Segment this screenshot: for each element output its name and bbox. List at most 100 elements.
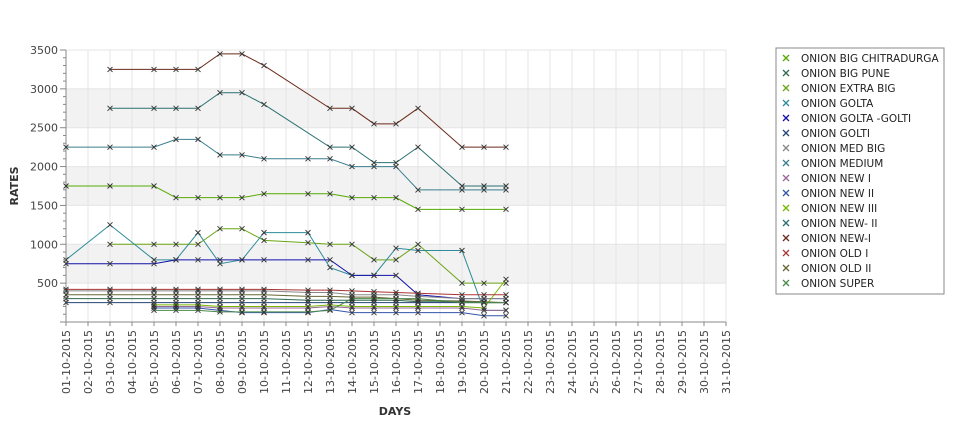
data-point-marker xyxy=(195,194,201,201)
legend-label: ONION NEW II xyxy=(801,188,874,200)
data-point-marker xyxy=(503,206,509,213)
data-point-marker xyxy=(327,307,333,314)
x-axis-title: DAYS xyxy=(379,405,412,418)
y-tick-label: 3000 xyxy=(30,83,58,96)
data-point-marker xyxy=(151,307,157,314)
data-point-marker xyxy=(63,299,69,306)
data-point-marker xyxy=(305,257,311,263)
data-point-marker xyxy=(393,159,399,166)
data-point-marker xyxy=(261,62,267,69)
data-point-marker xyxy=(63,183,69,189)
legend-marker xyxy=(782,174,790,182)
data-point-marker xyxy=(107,260,113,267)
legend-label: ONION BIG CHITRADURGA xyxy=(801,53,939,65)
legend-marker xyxy=(782,234,790,242)
data-point-marker xyxy=(393,295,399,302)
legend: ONION BIG CHITRADURGA ONION BIG PUNE ONION… xyxy=(775,47,945,295)
y-tick-label: 1500 xyxy=(30,199,58,212)
data-point-marker xyxy=(415,290,421,297)
legend-marker xyxy=(782,204,790,212)
x-tick-label: 25-10-2015 xyxy=(588,330,601,394)
x-tick-label: 13-10-2015 xyxy=(324,330,337,394)
data-point-marker xyxy=(503,144,509,150)
legend-marker xyxy=(782,114,790,122)
data-point-marker xyxy=(261,303,267,310)
data-point-marker xyxy=(481,305,487,311)
data-point-marker xyxy=(503,307,509,314)
data-point-marker xyxy=(195,257,201,263)
y-tick-label: 1000 xyxy=(30,238,58,251)
data-point-marker xyxy=(107,241,113,248)
data-point-marker xyxy=(151,260,157,267)
data-point-marker xyxy=(107,105,113,112)
legend-label: ONION GOLTI xyxy=(801,128,870,140)
x-tick-label: 06-10-2015 xyxy=(170,330,183,394)
data-point-marker xyxy=(371,288,377,295)
series-group xyxy=(107,89,509,189)
data-point-marker xyxy=(195,291,201,298)
data-point-marker xyxy=(261,237,267,244)
x-tick-label: 19-10-2015 xyxy=(456,330,469,394)
data-point-marker xyxy=(217,194,223,201)
data-point-marker xyxy=(217,257,223,263)
data-point-marker xyxy=(107,66,113,73)
data-point-marker xyxy=(459,299,465,306)
data-point-marker xyxy=(459,183,465,189)
data-point-marker xyxy=(349,295,355,302)
data-point-marker xyxy=(327,293,333,300)
data-point-marker xyxy=(63,144,69,150)
legend-label: ONION SUPER xyxy=(801,278,874,290)
data-point-marker xyxy=(239,286,245,293)
data-point-marker xyxy=(261,229,267,236)
x-tick-label: 01-10-2015 xyxy=(60,330,73,394)
data-point-marker xyxy=(371,159,377,166)
x-tick-label: 05-10-2015 xyxy=(148,330,161,394)
legend-marker xyxy=(782,54,790,62)
data-point-marker xyxy=(459,291,465,298)
legend-label: ONION NEW-I xyxy=(801,233,871,245)
data-point-marker xyxy=(173,241,179,248)
x-tick-label: 27-10-2015 xyxy=(632,330,645,394)
x-tick-label: 07-10-2015 xyxy=(192,330,205,394)
data-point-marker xyxy=(503,299,509,306)
data-point-marker xyxy=(261,309,267,315)
data-point-marker xyxy=(393,245,399,251)
y-tick-label: 3500 xyxy=(30,44,58,57)
data-point-marker xyxy=(481,291,487,298)
data-point-marker xyxy=(151,144,157,150)
data-point-marker xyxy=(261,291,267,298)
data-point-marker xyxy=(173,66,179,73)
data-point-marker xyxy=(349,144,355,150)
data-point-marker xyxy=(371,303,377,310)
data-point-marker xyxy=(151,105,157,112)
legend-box xyxy=(775,47,945,295)
data-point-marker xyxy=(327,105,333,112)
data-point-marker xyxy=(151,66,157,73)
legend-marker xyxy=(782,129,790,137)
data-point-marker xyxy=(217,286,223,293)
data-point-marker xyxy=(239,152,245,158)
data-point-marker xyxy=(305,190,311,197)
legend-marker xyxy=(782,189,790,197)
data-point-marker xyxy=(349,241,355,248)
data-point-marker xyxy=(261,286,267,293)
data-point-marker xyxy=(415,144,421,150)
legend-label: ONION MED BIG xyxy=(801,143,885,155)
y-axis-title: RATES xyxy=(8,166,21,205)
data-point-marker xyxy=(415,206,421,213)
data-point-marker xyxy=(481,312,487,319)
data-point-marker xyxy=(107,222,113,228)
x-tick-label: 12-10-2015 xyxy=(302,330,315,394)
series-group xyxy=(63,286,509,298)
data-point-marker xyxy=(393,309,399,316)
data-point-marker xyxy=(371,257,377,263)
data-point-marker xyxy=(217,89,223,96)
data-point-marker xyxy=(217,309,223,315)
data-point-marker xyxy=(503,291,509,298)
data-point-marker xyxy=(481,307,487,314)
data-point-marker xyxy=(239,309,245,316)
data-point-marker xyxy=(371,295,377,302)
x-tick-label: 22-10-2015 xyxy=(522,330,535,394)
data-point-marker xyxy=(349,105,355,112)
data-point-marker xyxy=(503,276,509,283)
